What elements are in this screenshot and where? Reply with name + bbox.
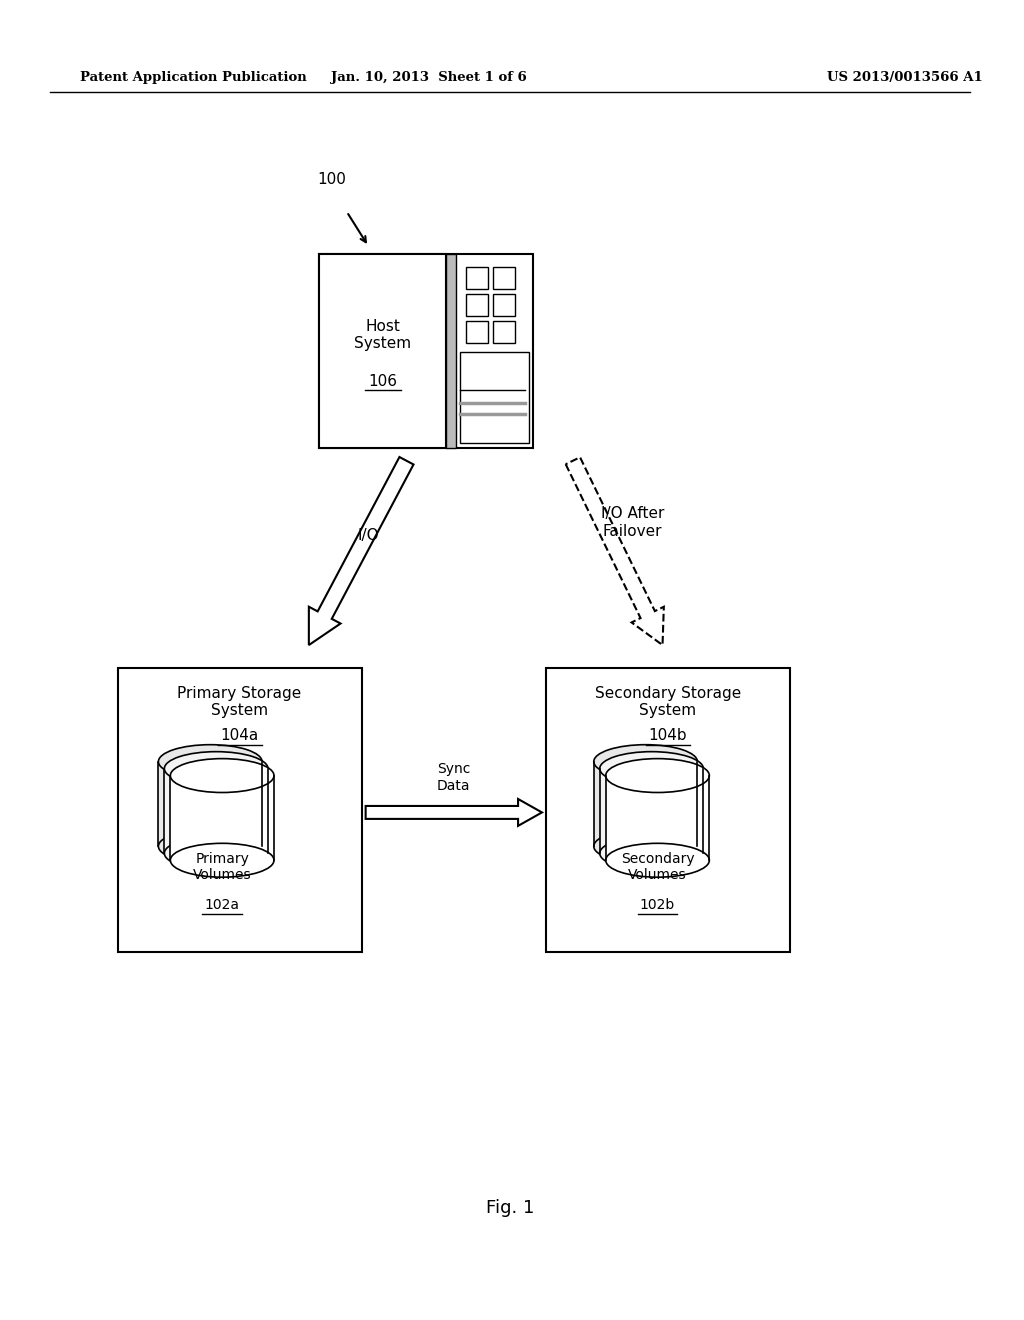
Ellipse shape	[600, 751, 703, 785]
Ellipse shape	[606, 843, 710, 878]
Bar	[446, 253, 457, 447]
Bar	[466, 294, 488, 317]
Bar	[466, 321, 488, 343]
Text: Primary Storage
System: Primary Storage System	[177, 685, 302, 718]
Text: 106: 106	[368, 374, 397, 388]
Text: I/O After
Failover: I/O After Failover	[601, 507, 665, 539]
Ellipse shape	[600, 837, 703, 870]
Text: Primary
Volumes: Primary Volumes	[193, 853, 252, 882]
Text: 102a: 102a	[205, 898, 240, 912]
Ellipse shape	[170, 843, 274, 878]
Text: 104a: 104a	[220, 729, 259, 743]
Bar	[318, 253, 534, 447]
Text: Fig. 1: Fig. 1	[486, 1199, 535, 1217]
Ellipse shape	[170, 759, 274, 792]
Text: 100: 100	[316, 173, 346, 187]
Bar	[494, 294, 515, 317]
Text: Jan. 10, 2013  Sheet 1 of 6: Jan. 10, 2013 Sheet 1 of 6	[331, 71, 526, 83]
Polygon shape	[606, 776, 710, 861]
Text: 104b: 104b	[648, 729, 687, 743]
Bar	[318, 253, 446, 447]
Ellipse shape	[606, 759, 710, 792]
Text: Secondary
Volumes: Secondary Volumes	[621, 853, 694, 882]
Text: Secondary Storage
System: Secondary Storage System	[595, 685, 741, 718]
Polygon shape	[170, 776, 274, 861]
Polygon shape	[594, 762, 697, 846]
Text: I/O: I/O	[357, 528, 380, 543]
Polygon shape	[309, 457, 414, 645]
Text: Host
System: Host System	[354, 319, 411, 351]
Text: 102b: 102b	[640, 898, 675, 912]
Bar	[546, 668, 791, 952]
Text: US 2013/0013566 A1: US 2013/0013566 A1	[827, 71, 983, 83]
Ellipse shape	[594, 744, 697, 779]
Polygon shape	[565, 457, 664, 645]
Bar	[494, 268, 515, 289]
Bar	[494, 321, 515, 343]
Text: Patent Application Publication: Patent Application Publication	[80, 71, 306, 83]
Polygon shape	[165, 768, 268, 853]
Polygon shape	[366, 799, 542, 826]
Polygon shape	[600, 768, 703, 853]
Ellipse shape	[159, 829, 262, 863]
Ellipse shape	[594, 829, 697, 863]
Text: Sync
Data: Sync Data	[437, 763, 471, 792]
Ellipse shape	[159, 744, 262, 779]
Polygon shape	[159, 762, 262, 846]
Bar	[460, 352, 529, 442]
Ellipse shape	[165, 751, 268, 785]
Bar	[466, 268, 488, 289]
Ellipse shape	[165, 837, 268, 870]
Bar	[118, 668, 361, 952]
